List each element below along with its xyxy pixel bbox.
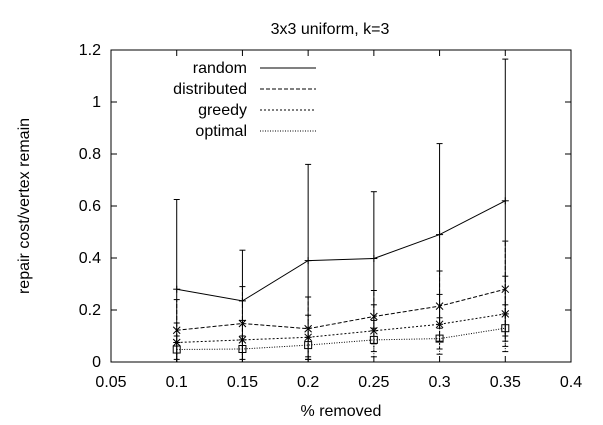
y-tick-label: 0.4 [79, 250, 101, 267]
marker-asterisk [501, 310, 510, 318]
marker-plus [501, 197, 509, 205]
x-tick-label: 0.3 [428, 374, 450, 391]
marker-plus [436, 231, 444, 239]
marker-square [304, 341, 313, 350]
x-tick-label: 0.25 [358, 374, 389, 391]
marker-x [238, 319, 247, 328]
series-line-distributed [176, 288, 506, 331]
marker-plus [304, 257, 312, 265]
x-axis: 0.05 0.1 0.15 0.2 0.25 0.3 0.35 0.4 [95, 50, 582, 391]
marker-asterisk [172, 338, 181, 347]
y-axis: 0 0.2 0.4 0.6 0.8 1 1.2 [79, 42, 571, 371]
x-tick-label: 0.15 [227, 374, 258, 391]
marker-square [435, 334, 444, 343]
marker-square [172, 345, 181, 354]
y-tick-label: 1.2 [79, 42, 101, 59]
series-line-greedy [176, 313, 506, 343]
marker-plus [173, 285, 181, 293]
marker-square [238, 345, 247, 353]
marker-asterisk [370, 326, 378, 335]
series-line-random [176, 200, 506, 302]
legend-label-distributed: distributed [173, 81, 247, 98]
marker-x [501, 285, 510, 294]
marker-asterisk [304, 333, 312, 342]
marker-x [435, 302, 444, 310]
marker-x [172, 326, 181, 335]
y-tick-label: 1 [92, 94, 101, 111]
legend-label-optimal: optimal [195, 123, 247, 140]
legend: random distributed greedy optimal [173, 60, 316, 140]
marker-square [369, 335, 378, 344]
x-tick-label: 0.05 [95, 374, 126, 391]
y-axis-title: repair cost/vertex remain [16, 118, 33, 294]
y-tick-label: 0.2 [79, 302, 101, 319]
legend-label-random: random [193, 60, 247, 77]
marker-plus [238, 297, 246, 305]
legend-label-greedy: greedy [198, 102, 247, 119]
series-markers [172, 197, 510, 354]
y-tick-label: 0.8 [79, 146, 101, 163]
x-tick-label: 0.2 [297, 374, 319, 391]
marker-x [304, 324, 312, 333]
marker-asterisk [435, 320, 444, 329]
marker-square [501, 324, 510, 333]
series-line-optimal [176, 327, 506, 350]
marker-asterisk [238, 336, 247, 344]
marker-x [370, 312, 378, 321]
x-axis-title: % removed [301, 403, 382, 420]
x-tick-label: 0.1 [166, 374, 188, 391]
x-tick-label: 0.4 [560, 374, 582, 391]
y-tick-label: 0 [92, 354, 101, 371]
x-tick-label: 0.35 [490, 374, 521, 391]
chart-title: 3x3 uniform, k=3 [271, 21, 390, 38]
series-lines [176, 200, 506, 350]
y-tick-label: 0.6 [79, 198, 101, 215]
marker-plus [370, 255, 378, 263]
